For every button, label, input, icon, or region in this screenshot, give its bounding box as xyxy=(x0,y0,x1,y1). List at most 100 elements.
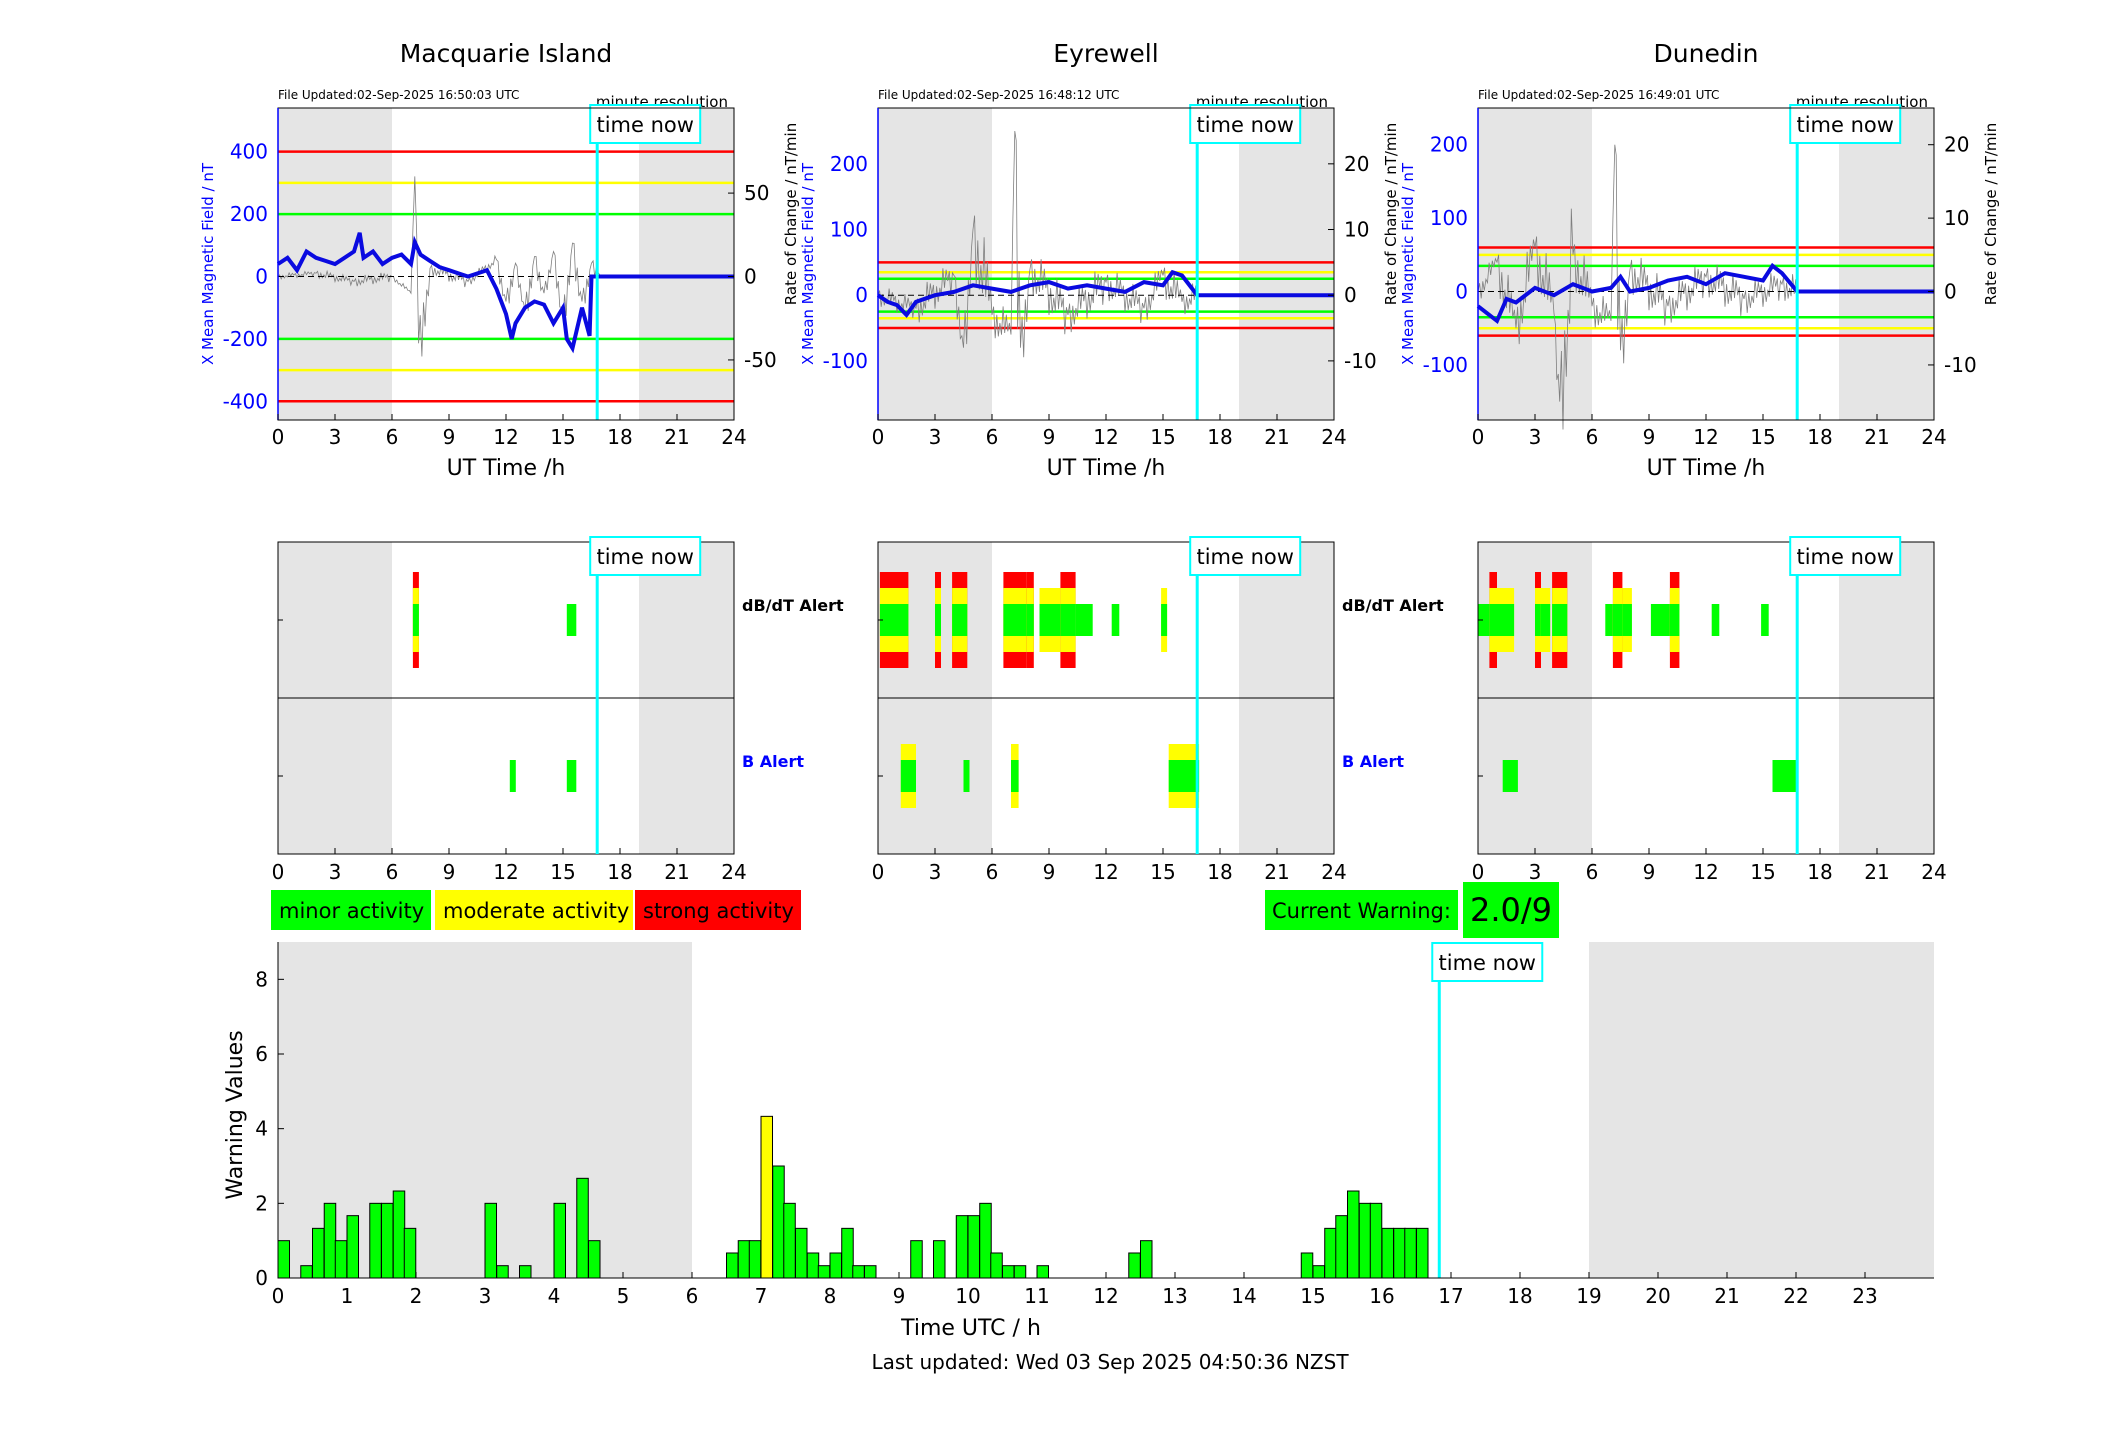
station-title: Dunedin xyxy=(1654,39,1759,68)
legend-moderate-label: moderate activity xyxy=(443,899,629,923)
warning-bar xyxy=(829,1252,843,1279)
y-tick-label: 200 xyxy=(830,152,868,176)
y2-tick-label: 10 xyxy=(1344,218,1369,242)
y2-tick-label: -50 xyxy=(744,348,777,372)
y2-tick-label: -10 xyxy=(1344,349,1377,373)
x-tick-label: 1 xyxy=(341,1284,354,1308)
x-tick-label: 9 xyxy=(1043,860,1056,884)
x-tick-label: 18 xyxy=(1207,860,1232,884)
x-tick-label: 9 xyxy=(1643,425,1656,449)
dbdt-alert-minor-block xyxy=(1075,604,1093,636)
station-title: Macquarie Island xyxy=(400,39,613,68)
warning-bar xyxy=(496,1265,509,1279)
y-tick-label: -400 xyxy=(223,389,268,413)
current-warning-label: Current Warning: xyxy=(1272,899,1451,923)
time-now-label: time now xyxy=(1196,113,1293,137)
warning-bar xyxy=(1300,1252,1314,1279)
warning-bar xyxy=(1013,1265,1027,1279)
x-tick-label: 15 xyxy=(1750,425,1775,449)
x-tick-label: 8 xyxy=(824,1284,837,1308)
x-tick-label: 18 xyxy=(1207,425,1232,449)
x-tick-label: 21 xyxy=(1864,425,1889,449)
station-title: Eyrewell xyxy=(1053,39,1158,68)
warning-bar xyxy=(760,1115,774,1279)
warning-bar xyxy=(1324,1227,1337,1279)
warning-bar xyxy=(484,1202,498,1279)
x-tick-label: 0 xyxy=(272,425,285,449)
x-tick-label: 4 xyxy=(548,1284,561,1308)
x-tick-label: 18 xyxy=(1807,425,1832,449)
y-tick-label: 8 xyxy=(255,967,268,991)
time-now-box xyxy=(1189,104,1302,144)
x-axis-label: Time UTC / h xyxy=(900,1316,1041,1341)
x-tick-label: 18 xyxy=(607,425,632,449)
dbdt-alert-minor-block xyxy=(1622,604,1632,636)
x-tick-label: 21 xyxy=(1264,425,1289,449)
b-alert-minor-block xyxy=(566,760,577,792)
b-alert-minor-block xyxy=(963,760,970,792)
x-axis-label: UT Time /h xyxy=(1047,456,1166,481)
x-tick-label: 19 xyxy=(1576,1284,1601,1308)
x-tick-label: 6 xyxy=(986,425,999,449)
y2-axis-label: Rate of Change / nT/min xyxy=(782,123,800,305)
x-tick-label: 6 xyxy=(386,860,399,884)
x-tick-label: 9 xyxy=(443,860,456,884)
warning-bar xyxy=(1393,1227,1406,1279)
y-tick-label: -100 xyxy=(1423,353,1468,377)
x-tick-label: 21 xyxy=(1264,860,1289,884)
y-axis-label: Warning Values xyxy=(223,1030,248,1199)
time-now-box xyxy=(589,104,702,144)
x-tick-label: 23 xyxy=(1852,1284,1877,1308)
warning-bar xyxy=(933,1240,946,1279)
warning-bar xyxy=(300,1265,313,1279)
x-tick-label: 21 xyxy=(664,860,689,884)
time-now-label: time now xyxy=(1796,545,1893,569)
x-tick-label: 12 xyxy=(493,425,518,449)
dbdt-alert-minor-block xyxy=(1111,604,1120,636)
dbdt-alert-minor-block xyxy=(412,604,419,636)
night-shade xyxy=(1839,108,1934,420)
station-panel-macquarie-island: Macquarie Island File Updated:02-Sep-2025… xyxy=(199,39,800,481)
x-tick-label: 3 xyxy=(1529,425,1542,449)
dbdt-alert-minor-block xyxy=(935,604,941,636)
warning-bar xyxy=(1335,1215,1348,1279)
b-alert-label: B Alert xyxy=(742,752,804,771)
y2-tick-label: 20 xyxy=(1344,152,1369,176)
current-warning-box xyxy=(1265,890,1458,930)
x-tick-label: 24 xyxy=(721,425,746,449)
dbdt-alert-minor-block xyxy=(1039,604,1061,636)
night-shade xyxy=(878,108,992,420)
x-tick-label: 21 xyxy=(1714,1284,1739,1308)
warning-bar xyxy=(1128,1252,1141,1279)
x-tick-label: 0 xyxy=(272,1284,285,1308)
b-alert-label: B Alert xyxy=(1342,752,1404,771)
warning-bar xyxy=(1347,1190,1360,1279)
y-tick-label: 2 xyxy=(255,1191,268,1215)
file-updated-label: File Updated:02-Sep-2025 16:49:01 UTC xyxy=(1478,88,1719,102)
y-tick-label: 100 xyxy=(830,218,868,242)
station-panel-dunedin: Dunedin File Updated:02-Sep-2025 16:49:01… xyxy=(1399,39,2000,481)
night-shade xyxy=(1589,942,1934,1278)
x-tick-label: 24 xyxy=(1921,860,1946,884)
time-now-box xyxy=(589,536,702,576)
dbdt-alert-minor-block xyxy=(1060,604,1076,636)
x-tick-label: 0 xyxy=(1472,860,1485,884)
y-tick-label: 200 xyxy=(1430,133,1468,157)
warning-bar xyxy=(852,1265,865,1279)
x-tick-label: 24 xyxy=(1321,860,1346,884)
x-tick-label: 5 xyxy=(617,1284,630,1308)
night-shade xyxy=(1239,108,1334,420)
warning-bar xyxy=(841,1227,854,1279)
warning-bar xyxy=(1140,1240,1153,1279)
y2-axis-label: Rate of Change / nT/min xyxy=(1382,123,1400,305)
x-tick-label: 15 xyxy=(550,860,575,884)
warning-bar xyxy=(323,1202,337,1279)
legend-minor-label: minor activity xyxy=(279,899,424,923)
warning-bar xyxy=(403,1227,417,1279)
dbdt-alert-minor-block xyxy=(1711,604,1720,636)
x-tick-label: 3 xyxy=(929,860,942,884)
x-tick-label: 9 xyxy=(1043,425,1056,449)
alert-panels: time now 0 3 6 9 12 15 18 21 24 dB/dT Alert B Alert… xyxy=(272,536,1947,884)
y-tick-label: 200 xyxy=(230,202,268,226)
